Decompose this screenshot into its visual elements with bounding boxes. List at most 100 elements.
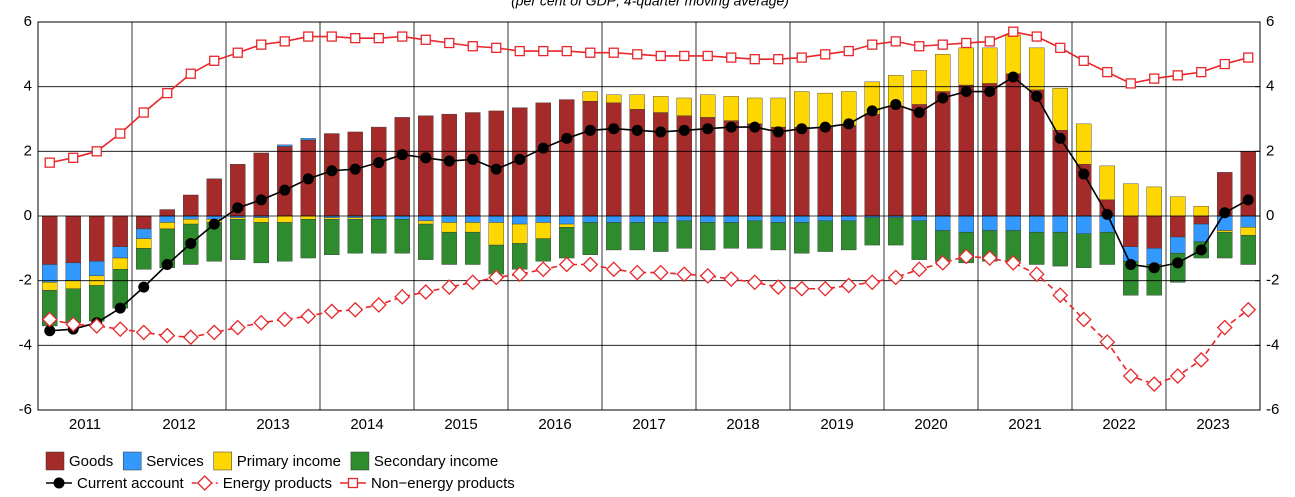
bar-segment [253, 152, 269, 217]
bar-segment [418, 220, 434, 225]
x-tick-label: 2023 [1196, 416, 1229, 433]
line-marker [746, 274, 763, 291]
bar-segment [1005, 34, 1021, 74]
bar-segment [770, 215, 786, 223]
line-marker [605, 261, 622, 278]
line-marker [159, 327, 176, 344]
line-marker [937, 92, 949, 104]
bar-segment [89, 285, 105, 322]
legend-label: Current account [77, 475, 185, 492]
line-marker [843, 45, 854, 57]
bar-segment [112, 257, 128, 270]
line-marker [511, 266, 528, 283]
bar-segment [911, 215, 927, 222]
line-marker [115, 128, 126, 139]
line-marker [88, 318, 105, 334]
bar-segment [582, 215, 598, 223]
line-marker [441, 279, 458, 296]
bar-segment [723, 120, 739, 217]
line-marker [1078, 55, 1089, 66]
line-marker [1028, 266, 1045, 283]
bar-segment [1193, 206, 1209, 217]
line-marker [840, 277, 857, 294]
line-marker [1054, 132, 1066, 144]
line-marker [913, 107, 925, 119]
line-marker [1219, 207, 1231, 219]
line-marker [514, 45, 525, 57]
line-marker [1101, 208, 1113, 220]
line-marker [467, 153, 479, 165]
bar-segment [700, 222, 716, 251]
bar-segment [1240, 227, 1256, 236]
bar-segment [676, 215, 692, 222]
plot-frame [37, 21, 1261, 411]
bar-segment [394, 117, 410, 217]
line-marker [229, 319, 246, 336]
bar-segment [159, 222, 175, 230]
line-marker [206, 324, 223, 341]
legend-swatch [350, 451, 370, 471]
line-marker [135, 324, 152, 341]
line-series [49, 75, 1249, 332]
y-tick-label: 0 [24, 207, 32, 224]
bar-segment [747, 123, 763, 217]
bar-segment [700, 215, 716, 223]
bar-segment [230, 219, 246, 260]
bar-segment [629, 215, 645, 223]
x-tick-label: 2021 [1008, 416, 1041, 433]
line-marker [323, 303, 340, 320]
legend-swatch [122, 451, 142, 471]
line-marker [1125, 259, 1137, 270]
bar-segment [465, 215, 481, 223]
line-marker [1240, 301, 1257, 318]
line-marker [655, 50, 666, 62]
line-marker [958, 248, 975, 265]
bar-segment [958, 47, 974, 86]
line-series [49, 30, 1249, 164]
y2-tick-label: -6 [1266, 401, 1279, 418]
bar-segment [629, 222, 645, 251]
bar-segment [230, 217, 246, 220]
bar-segment [770, 222, 786, 251]
bar-segment [676, 97, 692, 116]
bar-segment [112, 215, 128, 247]
bar-segment [159, 215, 175, 223]
line-marker [44, 157, 55, 168]
line-marker [326, 165, 338, 177]
line-marker [914, 41, 925, 52]
line-marker [1148, 262, 1160, 274]
line-marker [208, 218, 220, 230]
bar-segment [347, 217, 363, 220]
bar-segment [747, 215, 763, 222]
bar-segment [841, 215, 857, 222]
bar-segment [1123, 183, 1139, 217]
line-marker [302, 173, 314, 185]
bar-segment [488, 110, 504, 217]
bar-segment [1123, 215, 1139, 247]
bar-segment [1076, 215, 1092, 234]
y2-tick-label: -4 [1266, 336, 1279, 353]
bar-segment [183, 215, 199, 220]
bar-segment [277, 215, 293, 223]
line-marker [347, 477, 359, 489]
bar-segment [89, 261, 105, 277]
bar-segment [606, 215, 622, 223]
line-marker [350, 33, 361, 44]
line-marker [68, 152, 79, 163]
line-marker [209, 55, 220, 66]
bar-segment [794, 215, 810, 223]
line-marker [820, 49, 831, 60]
bar-segment [418, 223, 434, 260]
line-marker [1031, 31, 1042, 42]
bar-segment [888, 105, 904, 217]
line-marker [279, 36, 290, 47]
line-marker [232, 202, 244, 214]
line-marker [326, 31, 337, 42]
bar-segment [582, 222, 598, 255]
line-marker [1243, 52, 1254, 63]
bar-segment [89, 215, 105, 262]
legend-swatch [45, 451, 65, 471]
bar-segment [253, 217, 269, 223]
bar-segment [935, 91, 951, 217]
x-tick-label: 2018 [726, 416, 759, 433]
